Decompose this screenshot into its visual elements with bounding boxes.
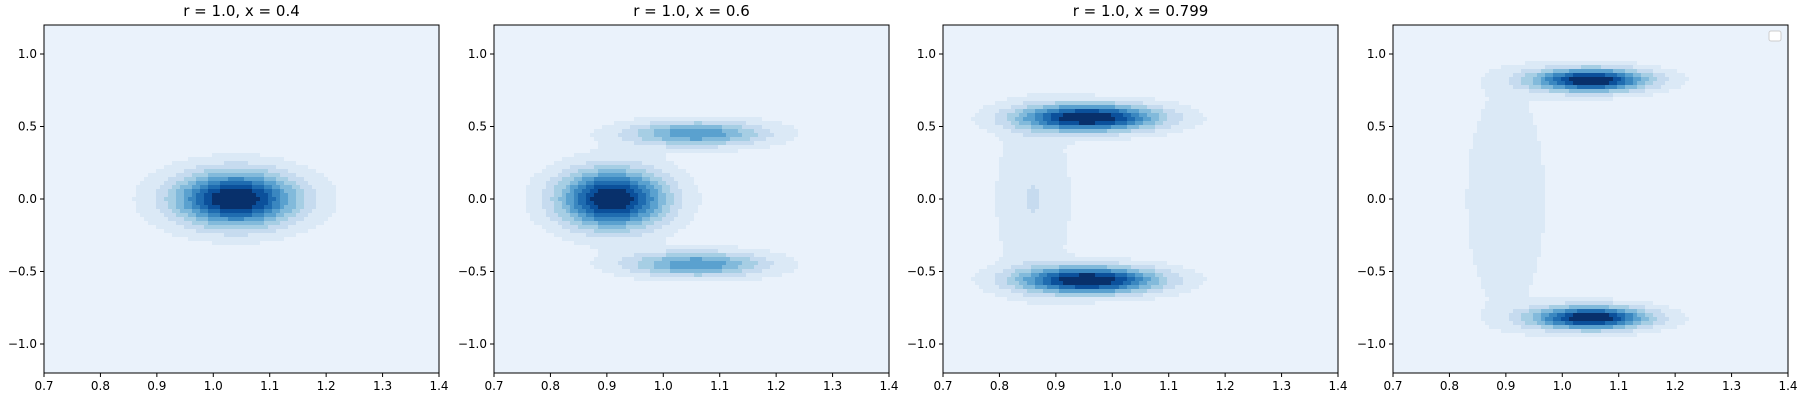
x-tick-label: 1.3	[823, 379, 842, 393]
y-tick-label: −1.0	[8, 337, 37, 351]
x-tick-label: 0.7	[1383, 379, 1402, 393]
density-contours	[44, 25, 439, 373]
x-tick-label: 0.9	[597, 379, 616, 393]
panel-title: r = 1.0, x = 0.4	[183, 2, 300, 20]
x-tick-label: 1.1	[1609, 379, 1628, 393]
y-tick-label: 1.0	[1367, 47, 1386, 61]
y-tick-label: 0.0	[917, 192, 936, 206]
panel-4: 0.7 0.8 0.9 1.0 1.1 1.2 1.3 1.4 −1.0 −0.5 0.0 0.5 1.…	[1357, 24, 1798, 393]
x-tick-label: 1.1	[710, 379, 729, 393]
x-tick-label: 0.9	[1046, 379, 1065, 393]
legend-box	[1768, 30, 1782, 42]
x-tick-label: 0.9	[147, 379, 166, 393]
x-tick-label: 1.0	[1103, 379, 1122, 393]
x-tick-label: 1.2	[767, 379, 786, 393]
y-tick-label: −1.0	[458, 337, 487, 351]
panel-title: r = 1.0, x = 0.799	[1073, 2, 1209, 20]
x-tick-label: 1.1	[1159, 379, 1178, 393]
x-tick-label: 1.4	[429, 379, 448, 393]
y-tick-label: 0.5	[468, 120, 487, 134]
y-tick-label: 0.0	[1367, 192, 1386, 206]
y-tick-label: 0.0	[468, 192, 487, 206]
y-tick-label: 0.5	[18, 120, 37, 134]
x-tick-label: 0.7	[933, 379, 952, 393]
x-tick-label: 0.8	[91, 379, 110, 393]
x-tick-label: 1.2	[1216, 379, 1235, 393]
panel-3: 0.7 0.8 0.9 1.0 1.1 1.2 1.3 1.4 −1.0 −0.5 0.0 0.5 1.…	[907, 2, 1348, 393]
x-tick-label: 0.9	[1496, 379, 1515, 393]
x-tick-label: 1.4	[1778, 379, 1797, 393]
y-tick-label: −0.5	[458, 265, 487, 279]
x-tick-label: 1.4	[879, 379, 898, 393]
x-tick-label: 1.2	[317, 379, 336, 393]
y-tick-label: 1.0	[917, 47, 936, 61]
x-tick-label: 1.0	[204, 379, 223, 393]
panel-title: r = 1.0, x = 0.6	[633, 2, 750, 20]
y-tick-label: −1.0	[907, 337, 936, 351]
x-tick-label: 1.0	[1553, 379, 1572, 393]
x-tick-label: 1.3	[373, 379, 392, 393]
y-tick-label: 1.0	[468, 47, 487, 61]
x-tick-label: 0.7	[34, 379, 53, 393]
density-contours	[1393, 25, 1788, 373]
x-tick-label: 1.3	[1272, 379, 1291, 393]
y-tick-label: 1.0	[18, 47, 37, 61]
y-tick-label: 0.5	[1367, 120, 1386, 134]
x-tick-label: 0.8	[990, 379, 1009, 393]
y-tick-label: 0.0	[18, 192, 37, 206]
x-tick-label: 0.8	[541, 379, 560, 393]
x-tick-label: 1.3	[1722, 379, 1741, 393]
x-tick-label: 1.1	[260, 379, 279, 393]
x-tick-label: 0.7	[484, 379, 503, 393]
panel-2: 0.7 0.8 0.9 1.0 1.1 1.2 1.3 1.4 −1.0 −0.5 0.0 0.5 1.…	[458, 2, 899, 393]
density-contours	[494, 25, 889, 373]
y-tick-label: −1.0	[1357, 337, 1386, 351]
x-tick-label: 0.8	[1440, 379, 1459, 393]
x-tick-label: 1.4	[1328, 379, 1347, 393]
x-tick-label: 1.0	[654, 379, 673, 393]
y-tick-label: −0.5	[1357, 265, 1386, 279]
y-tick-label: −0.5	[8, 265, 37, 279]
y-tick-label: 0.5	[917, 120, 936, 134]
y-tick-label: −0.5	[907, 265, 936, 279]
x-tick-label: 1.2	[1666, 379, 1685, 393]
density-contours	[943, 25, 1338, 373]
panel-1: 0.7 0.8 0.9 1.0 1.1 1.2 1.3 1.4 −1.0 −0.5 0.0 0.5 1.…	[8, 2, 449, 393]
